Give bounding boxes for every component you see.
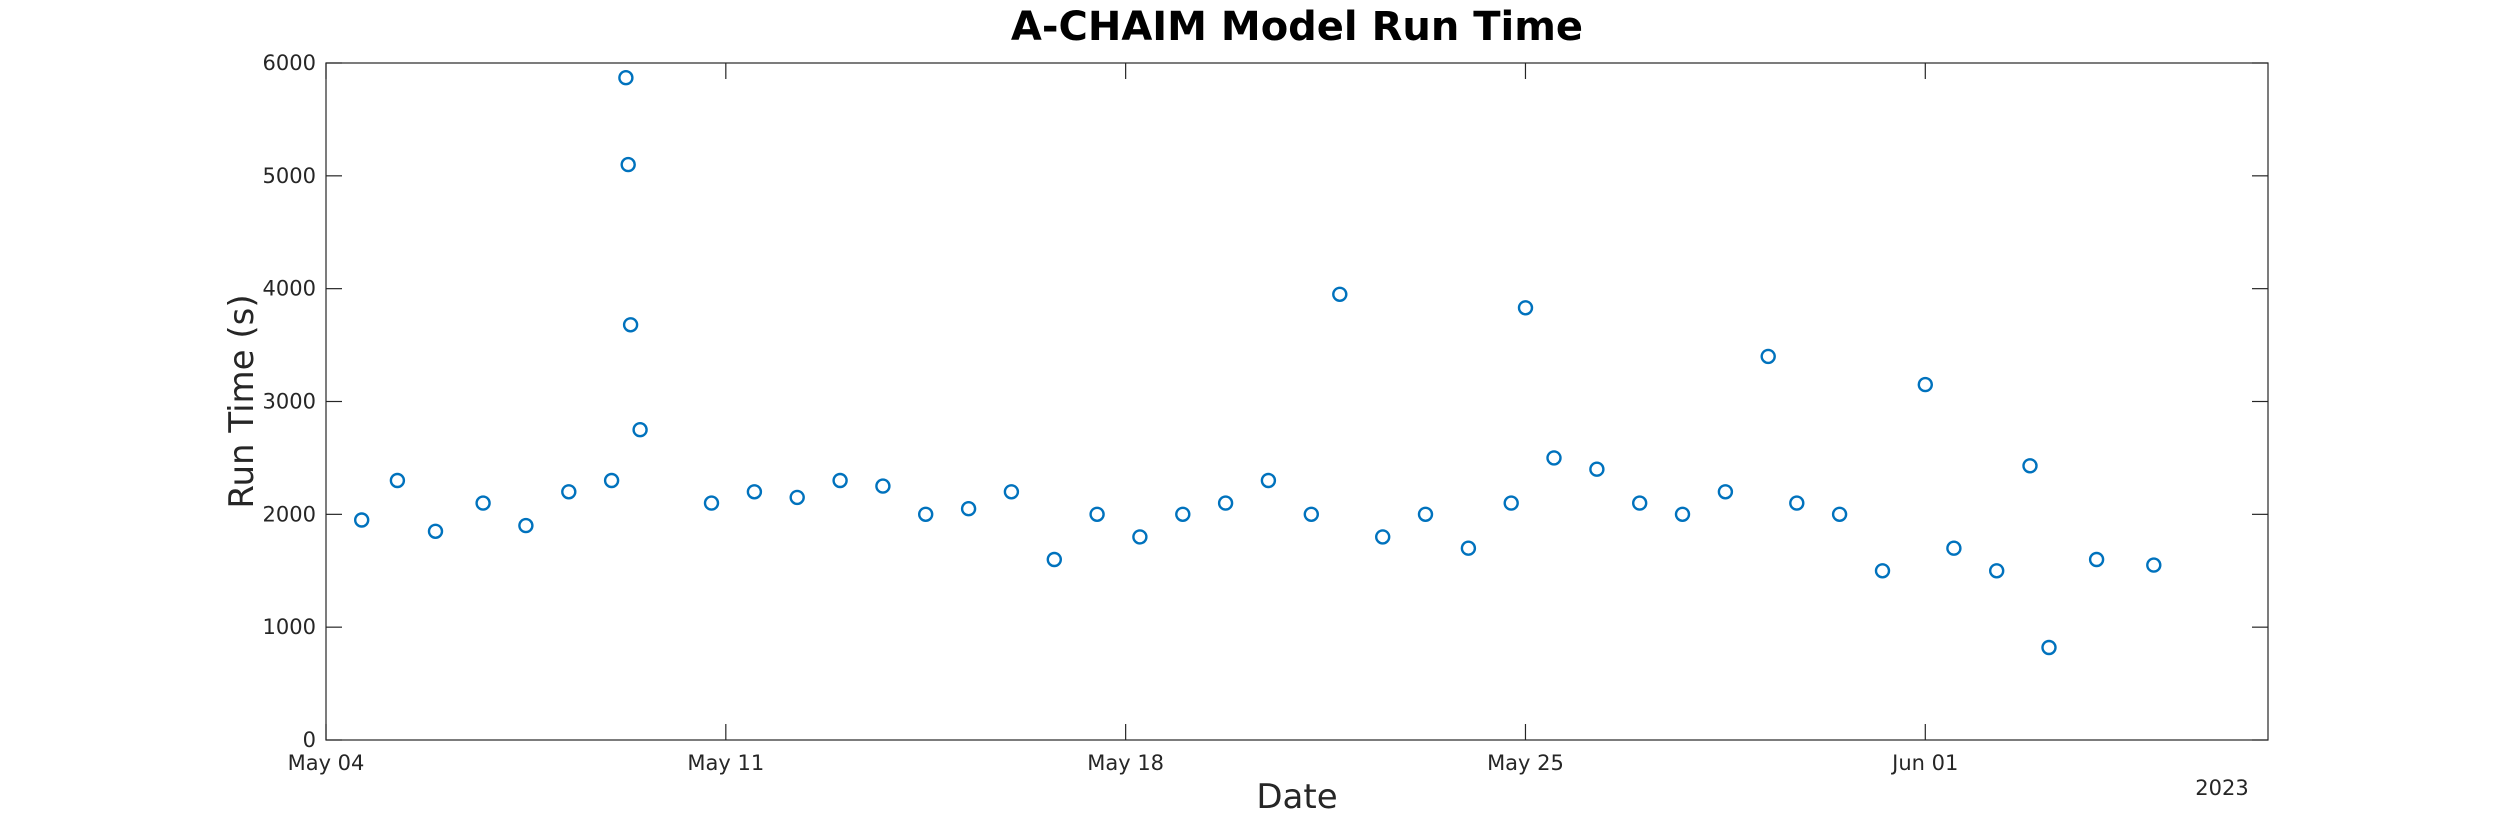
data-point	[1503, 495, 1519, 511]
data-point	[703, 495, 720, 511]
data-point	[1760, 348, 1776, 365]
data-point	[1132, 529, 1148, 545]
data-point	[620, 156, 636, 173]
axis-ticks: 0 1000 2000 3000 4000 5000 6000 May 04 May 11 May…	[263, 51, 2268, 775]
data-point	[632, 422, 648, 438]
data-point	[475, 495, 491, 511]
y-tick-label: 1000	[263, 615, 316, 639]
data-point	[1546, 450, 1562, 466]
data-point	[2088, 551, 2105, 568]
data-point	[1217, 495, 1234, 511]
data-point	[1874, 563, 1891, 579]
data-point	[832, 472, 848, 489]
x-tick-label: May 04	[288, 751, 365, 775]
data-point	[1175, 506, 1191, 522]
data-point	[1517, 300, 1534, 316]
data-point	[1417, 506, 1434, 522]
data-point	[918, 506, 934, 522]
data-point	[389, 472, 406, 489]
y-tick-label: 5000	[263, 164, 316, 188]
x-axis-year-label: 2023	[2195, 776, 2248, 800]
data-point	[1831, 506, 1848, 522]
y-tick-label: 0	[303, 728, 316, 752]
data-point	[2022, 458, 2038, 474]
data-point	[1589, 461, 1605, 477]
data-point	[875, 478, 891, 494]
data-point	[1988, 563, 2005, 579]
y-tick-label: 6000	[263, 51, 316, 75]
data-point	[960, 501, 977, 517]
x-tick-label: May 25	[1487, 751, 1564, 775]
data-point	[1946, 540, 1962, 556]
data-point	[1917, 376, 1934, 393]
y-tick-label: 3000	[263, 390, 316, 414]
y-tick-label: 2000	[263, 502, 316, 526]
data-point	[561, 484, 577, 500]
data-point	[618, 69, 634, 86]
plot-area-frame	[325, 62, 2269, 741]
y-tick-label: 4000	[263, 277, 316, 301]
chart-title: A-CHAIM Model Run Time	[1011, 4, 1583, 50]
data-point	[789, 489, 805, 506]
data-point	[1260, 472, 1277, 489]
data-point	[1460, 540, 1477, 556]
data-point	[1089, 506, 1105, 522]
data-point	[354, 512, 370, 528]
data-point	[1789, 495, 1805, 511]
data-point	[603, 472, 620, 489]
data-points	[354, 69, 2162, 656]
data-point	[1717, 484, 1734, 500]
data-point	[746, 484, 763, 500]
x-tick-label: May 11	[687, 751, 764, 775]
data-point	[1374, 529, 1391, 545]
data-point	[1003, 484, 1020, 500]
data-point	[1303, 506, 1320, 522]
data-point	[2041, 639, 2057, 656]
data-point	[518, 517, 534, 534]
data-point	[1674, 506, 1691, 522]
data-point	[2146, 557, 2162, 573]
x-tick-label: May 18	[1087, 751, 1164, 775]
data-point	[427, 523, 444, 539]
data-point	[622, 317, 639, 333]
data-point	[1046, 551, 1063, 568]
x-tick-label: Jun 01	[1890, 751, 1958, 775]
y-axis-label: Run Time (s)	[222, 294, 262, 508]
x-axis-label: Date	[1256, 777, 1337, 817]
data-point	[1332, 286, 1348, 302]
data-point	[1631, 495, 1648, 511]
